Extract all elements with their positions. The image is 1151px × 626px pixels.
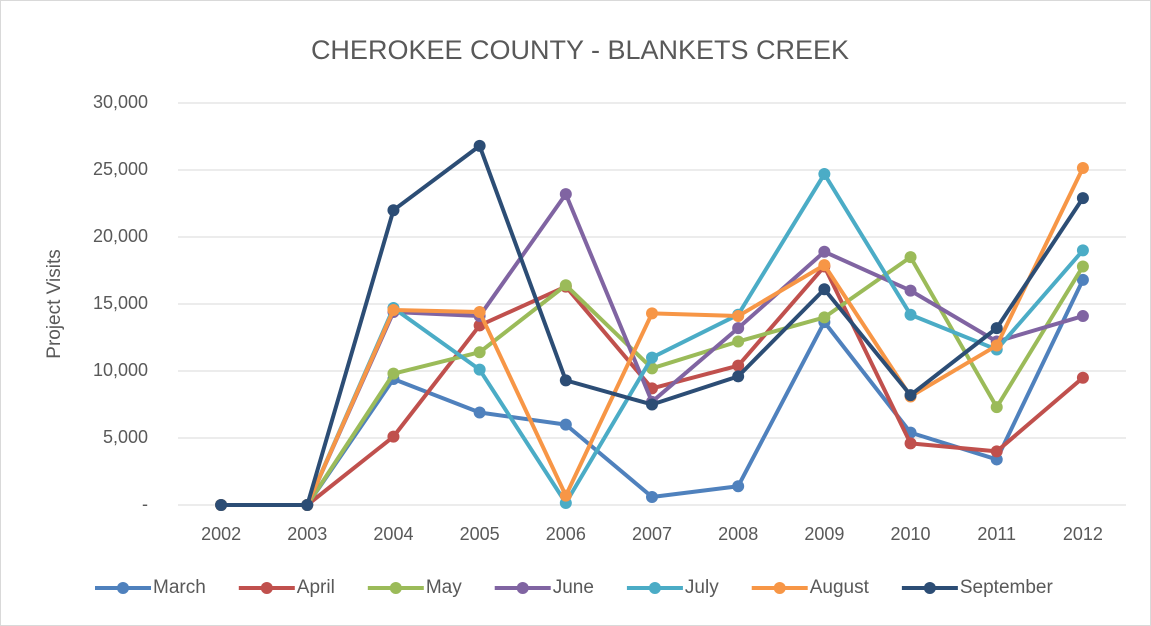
data-point — [387, 304, 400, 317]
data-point — [818, 168, 831, 181]
data-point — [473, 363, 486, 376]
data-point — [473, 346, 486, 359]
data-point — [818, 283, 831, 296]
legend-marker — [117, 582, 129, 594]
data-point — [904, 437, 917, 450]
data-point — [1076, 371, 1089, 384]
y-tick-label: 15,000 — [93, 293, 148, 313]
data-point — [990, 445, 1003, 458]
data-point — [646, 490, 658, 503]
data-point — [215, 499, 228, 511]
data-point — [732, 310, 745, 323]
data-point — [559, 188, 572, 201]
data-point — [646, 307, 658, 320]
legend-label: September — [960, 577, 1054, 598]
legend-label: July — [685, 577, 719, 598]
data-point — [473, 306, 486, 319]
legend-marker — [773, 582, 786, 594]
data-point — [473, 406, 486, 419]
x-tick-label: 2009 — [804, 524, 844, 544]
legend-label: August — [810, 577, 870, 598]
y-tick-label: 5,000 — [103, 427, 148, 447]
legend-label: March — [153, 577, 206, 598]
data-point — [990, 401, 1003, 414]
x-tick-label: 2012 — [1063, 524, 1103, 544]
data-point — [904, 284, 917, 297]
x-tick-label: 2004 — [373, 524, 413, 544]
y-tick-label: - — [142, 494, 148, 514]
legend-label: April — [297, 577, 335, 598]
x-tick-label: 2007 — [632, 524, 672, 544]
x-tick-label: 2010 — [891, 524, 931, 544]
data-point — [818, 259, 831, 272]
data-point — [732, 370, 745, 383]
y-tick-label: 10,000 — [93, 360, 148, 380]
x-tick-label: 2005 — [460, 524, 500, 544]
data-point — [818, 245, 831, 258]
data-point — [732, 322, 745, 335]
y-tick-label: 25,000 — [93, 159, 148, 179]
y-tick-label: 30,000 — [93, 92, 148, 112]
data-point — [990, 322, 1003, 335]
data-point — [904, 251, 917, 264]
data-point — [1076, 260, 1089, 273]
x-tick-label: 2006 — [546, 524, 586, 544]
legend-marker — [648, 582, 661, 594]
data-point — [904, 308, 917, 321]
data-point — [473, 139, 486, 152]
data-point — [301, 499, 314, 511]
data-point — [559, 374, 572, 387]
data-point — [904, 389, 917, 402]
data-point — [818, 311, 831, 324]
data-point — [646, 398, 658, 411]
data-point — [559, 489, 572, 502]
data-point — [732, 359, 745, 372]
data-point — [559, 418, 572, 431]
data-point — [1076, 310, 1089, 323]
x-tick-label: 2011 — [977, 524, 1016, 544]
legend-label: June — [553, 577, 594, 598]
legend-marker — [923, 582, 936, 594]
legend-marker — [260, 582, 273, 594]
y-tick-label: 20,000 — [93, 226, 148, 246]
data-point — [646, 351, 658, 364]
y-axis-label: Project Visits — [44, 249, 65, 358]
data-point — [387, 367, 400, 380]
data-point — [1076, 244, 1089, 257]
legend-marker — [389, 582, 402, 594]
data-point — [732, 335, 745, 348]
x-tick-label: 2002 — [201, 524, 241, 544]
chart-title: CHEROKEE COUNTY - BLANKETS CREEK — [311, 35, 849, 65]
legend-label: May — [426, 577, 462, 598]
data-point — [990, 339, 1003, 352]
data-point — [1076, 273, 1089, 286]
x-tick-label: 2003 — [287, 524, 327, 544]
data-point — [559, 279, 572, 292]
legend-marker — [516, 582, 529, 594]
data-point — [732, 480, 745, 493]
x-tick-label: 2008 — [718, 524, 758, 544]
data-point — [1076, 192, 1089, 205]
data-point — [387, 430, 400, 443]
data-point — [387, 204, 400, 217]
data-point — [1076, 161, 1089, 174]
